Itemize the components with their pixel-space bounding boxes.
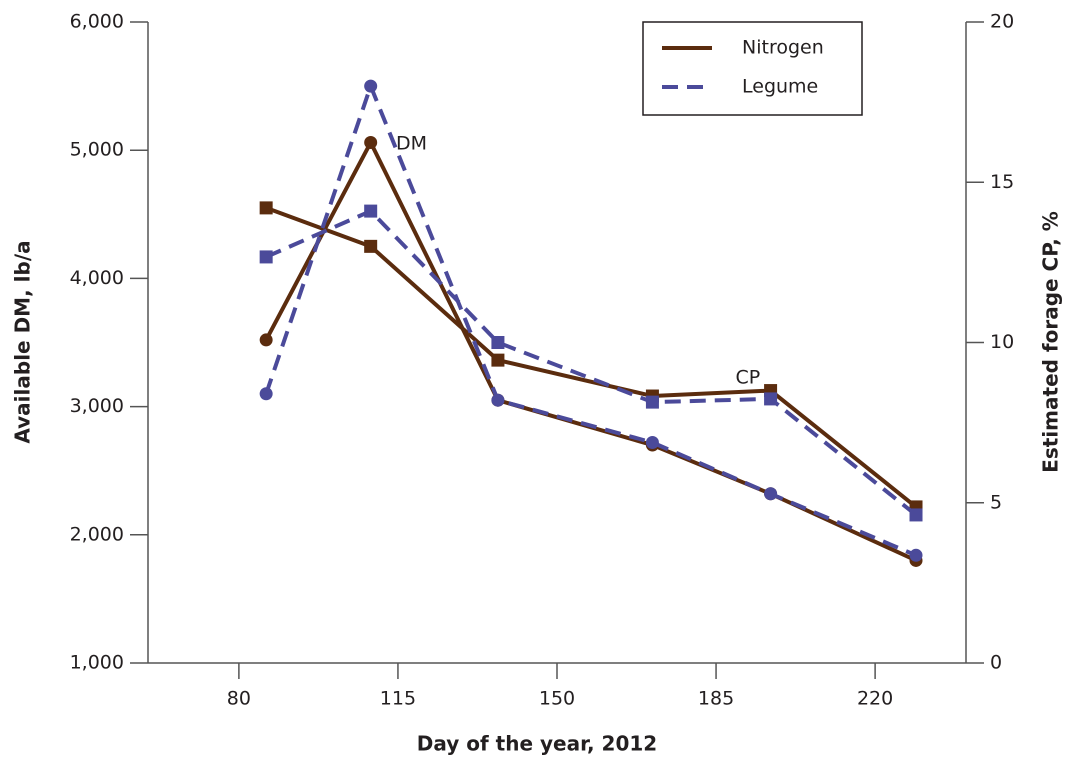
y2-tick-label: 20 xyxy=(990,11,1014,33)
x-tick-label: 185 xyxy=(698,688,734,710)
y2-tick-label: 5 xyxy=(990,491,1002,513)
legend-label: Nitrogen xyxy=(742,37,824,59)
cp-point xyxy=(259,250,273,264)
y2-tick-label: 15 xyxy=(990,171,1014,193)
y-tick-label: 1,000 xyxy=(70,652,124,674)
dm-point xyxy=(259,387,273,401)
x-tick-label: 150 xyxy=(539,688,575,710)
dm-point xyxy=(364,79,378,93)
dm-point xyxy=(491,393,505,407)
x-tick-label: 115 xyxy=(380,688,416,710)
legend-label: Legume xyxy=(742,76,818,98)
annotation: DM xyxy=(396,132,427,154)
y-tick-label: 4,000 xyxy=(70,267,124,289)
dm-point xyxy=(909,548,923,562)
y-tick-label: 3,000 xyxy=(70,395,124,417)
y-tick-label: 6,000 xyxy=(70,11,124,33)
dm-point xyxy=(364,136,378,150)
annotation: CP xyxy=(735,366,760,388)
dm-point xyxy=(259,333,273,347)
cp-line xyxy=(265,206,918,509)
dm-line xyxy=(264,138,917,563)
y-tick-label: 2,000 xyxy=(70,523,124,545)
dm-line xyxy=(264,80,917,558)
y2-tick-label: 10 xyxy=(990,331,1014,353)
y2-axis-title: Estimated forage CP, % xyxy=(1039,211,1063,473)
cp-point xyxy=(364,204,378,218)
y-tick-label: 5,000 xyxy=(70,139,124,161)
cp-point xyxy=(259,201,273,215)
cp-point xyxy=(909,508,923,522)
dm-point xyxy=(764,487,778,501)
cp-line xyxy=(265,208,918,517)
y2-tick-label: 0 xyxy=(990,652,1002,674)
dm-point xyxy=(645,435,659,449)
cp-point xyxy=(645,395,659,409)
cp-point xyxy=(364,239,378,253)
x-tick-label: 80 xyxy=(227,688,251,710)
y-axis-title: Available DM, lb/a xyxy=(11,240,35,443)
legend-box xyxy=(642,21,863,116)
cp-point xyxy=(764,392,778,406)
cp-point xyxy=(491,336,505,349)
x-axis-title: Day of the year, 2012 xyxy=(417,732,657,756)
x-tick-label: 220 xyxy=(857,688,893,710)
cp-point xyxy=(491,353,505,367)
